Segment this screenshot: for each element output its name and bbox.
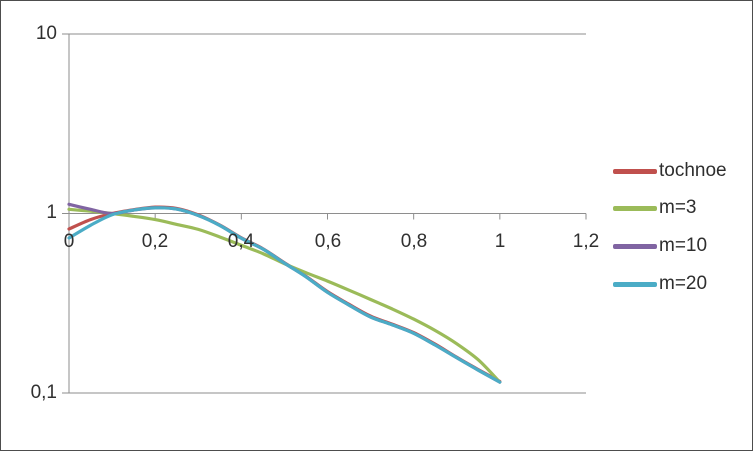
x-axis-tick-label: 0,2	[141, 231, 169, 252]
legend-label: m=20	[659, 273, 708, 294]
y-axis-tick-label: 1	[46, 202, 57, 223]
legend-line-swatch	[613, 205, 657, 211]
legend-item-m3[interactable]: m=3	[613, 196, 697, 220]
series-line-m-20[interactable]	[67, 206, 502, 384]
legend-item-m20[interactable]: m=20	[613, 272, 707, 296]
legend-item-m10[interactable]: m=10	[613, 234, 707, 258]
legend-line-swatch	[613, 168, 657, 174]
x-axis-tick-label: 0	[63, 231, 75, 252]
x-axis-tick-label: 0,8	[400, 231, 428, 252]
x-axis-tick-label: 1	[494, 231, 506, 252]
x-axis-tick-label: 1,2	[572, 231, 600, 252]
legend-label: m=3	[659, 197, 697, 218]
legend-line-swatch	[613, 281, 657, 287]
legend-label: tochnoe	[659, 160, 727, 181]
x-axis-tick-label: 0,4	[227, 231, 255, 252]
y-axis-tick-label: 0,1	[30, 382, 57, 403]
legend-item-tochnoe[interactable]: tochnoe	[613, 159, 727, 183]
legend-label: m=10	[659, 235, 708, 256]
x-axis-tick-label: 0,6	[314, 231, 342, 252]
legend-line-swatch	[613, 243, 657, 249]
y-axis-tick-label: 10	[35, 23, 57, 44]
